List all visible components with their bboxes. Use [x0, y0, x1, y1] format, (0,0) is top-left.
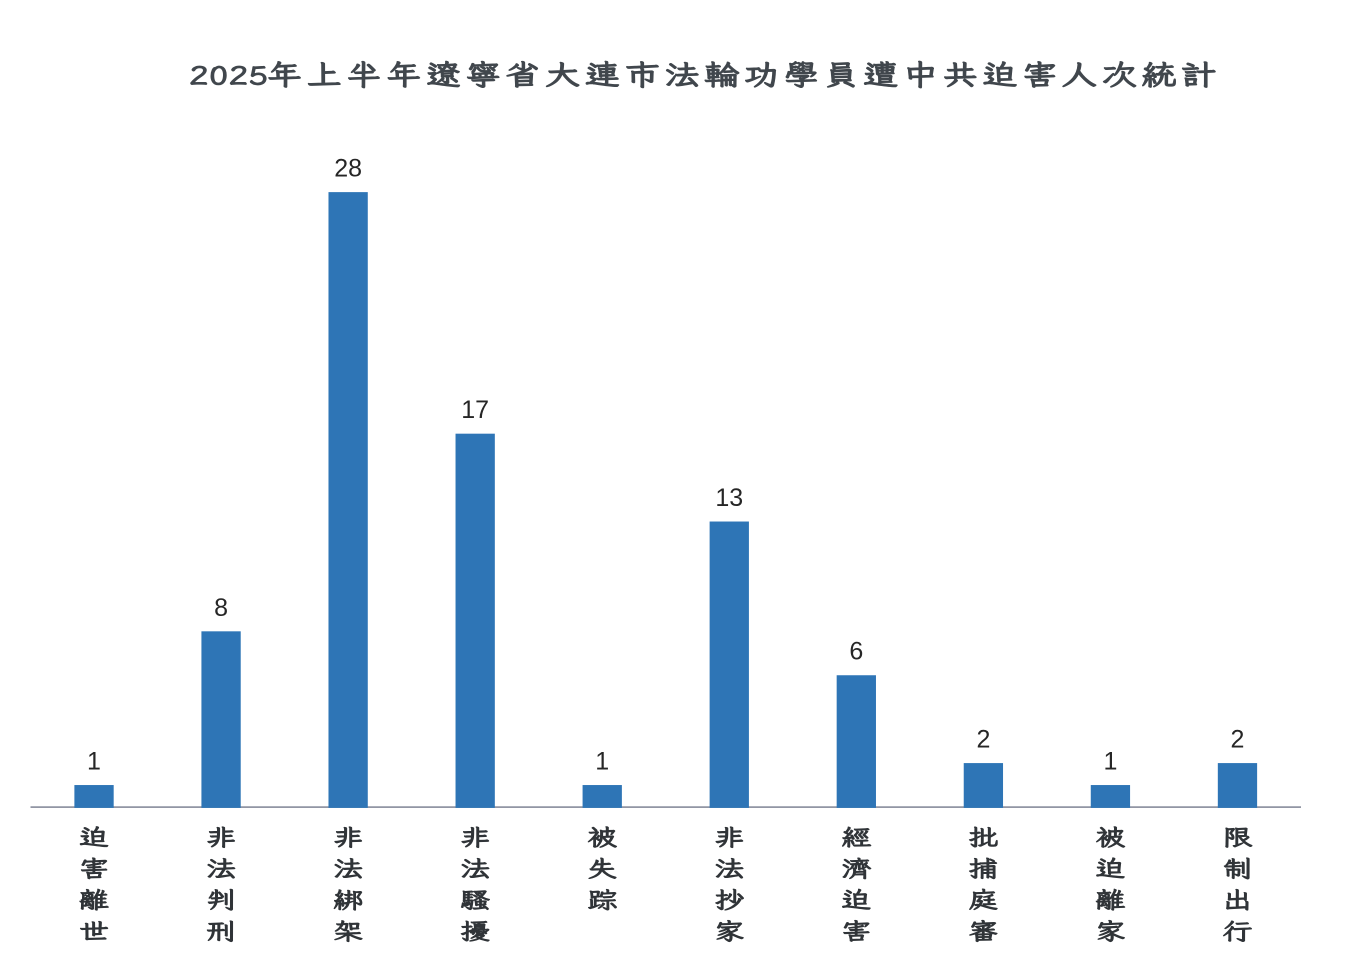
- svg-text:13: 13: [715, 484, 743, 512]
- svg-text:17: 17: [461, 396, 489, 424]
- svg-text:1: 1: [595, 748, 609, 776]
- svg-text:1: 1: [87, 748, 101, 776]
- svg-text:1: 1: [1103, 748, 1117, 776]
- svg-text:8: 8: [214, 594, 228, 622]
- svg-text:28: 28: [334, 155, 362, 183]
- svg-text:2: 2: [976, 726, 990, 754]
- svg-text:2: 2: [1231, 726, 1245, 754]
- svg-text:6: 6: [849, 638, 863, 666]
